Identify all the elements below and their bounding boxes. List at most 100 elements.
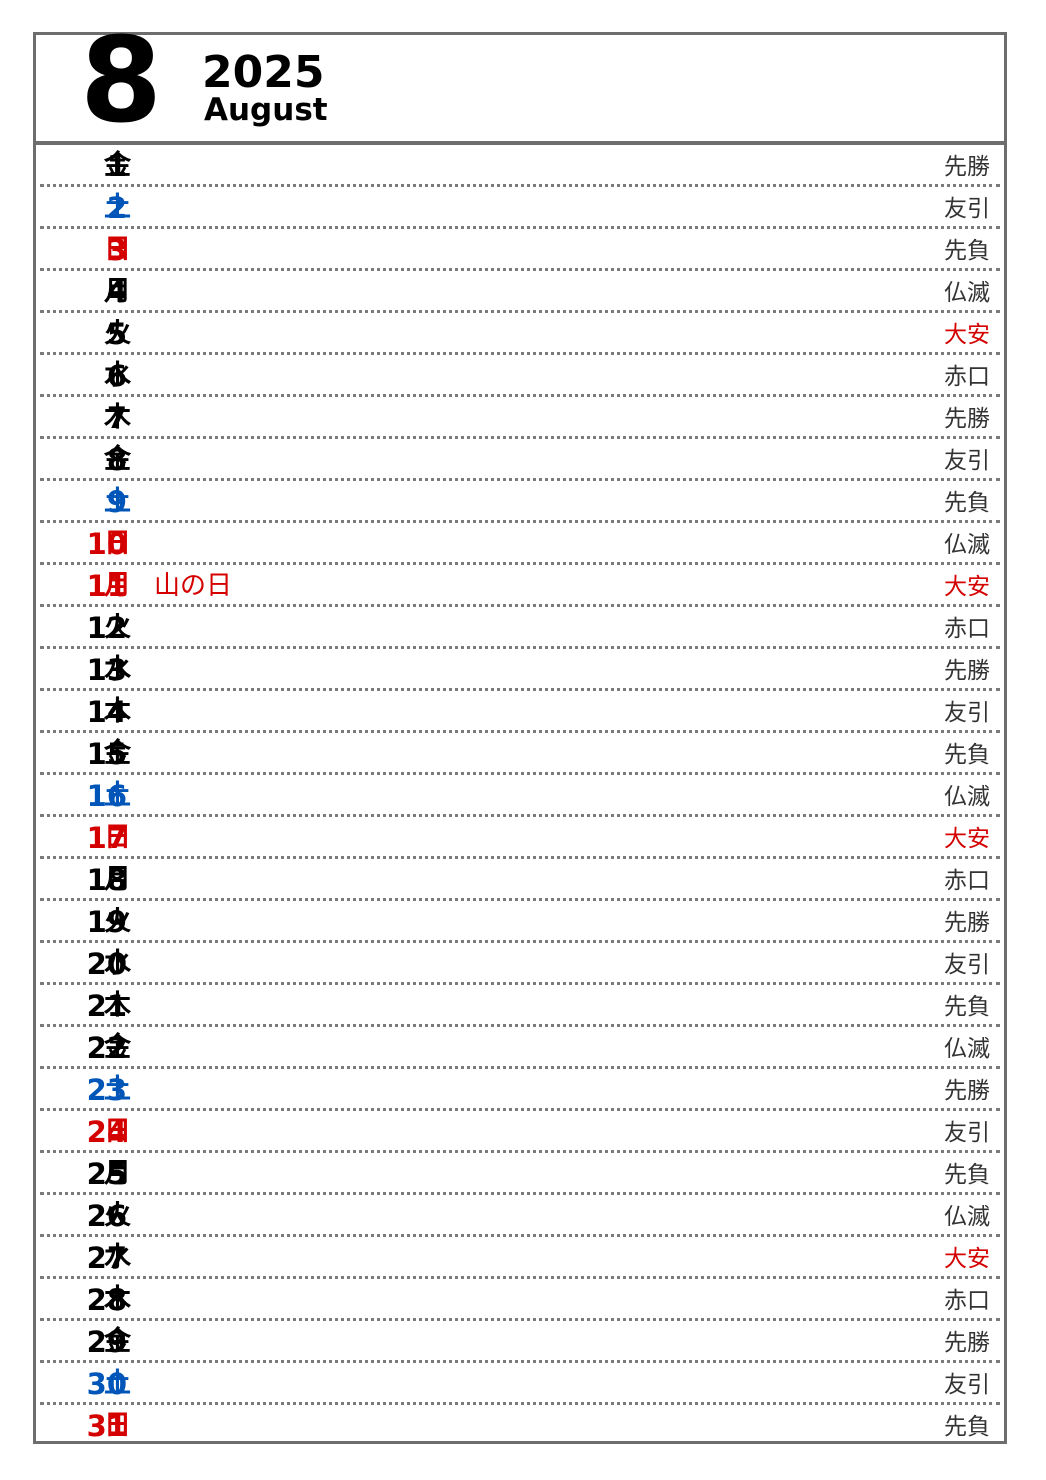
day-row: 7 木 先勝 xyxy=(40,397,1000,439)
rokuyo-label: 友引 xyxy=(944,448,990,474)
day-row: 19 火 先勝 xyxy=(40,901,1000,943)
rokuyo-label: 先勝 xyxy=(944,406,990,432)
weekday-label: 日 xyxy=(104,1410,131,1441)
day-number: 15 xyxy=(86,737,127,771)
day-row: 14 木 友引 xyxy=(40,691,1000,733)
day-number: 9 xyxy=(106,485,127,519)
day-number: 17 xyxy=(86,821,127,855)
day-row: 31 日 先負 xyxy=(40,1405,1000,1447)
rokuyo-label: 仏滅 xyxy=(944,1204,990,1230)
day-number: 12 xyxy=(86,611,127,645)
day-row: 21 木 先負 xyxy=(40,985,1000,1027)
rokuyo-label: 先勝 xyxy=(944,1078,990,1104)
weekday-label: 日 xyxy=(104,1116,131,1147)
weekday-label: 日 xyxy=(104,528,131,559)
weekday-label: 火 xyxy=(104,1200,131,1231)
day-row: 8 金 友引 xyxy=(40,439,1000,481)
rokuyo-label: 先負 xyxy=(944,490,990,516)
weekday-label: 金 xyxy=(104,444,131,475)
day-row: 13 水 先勝 xyxy=(40,649,1000,691)
calendar-header: 8 2025 August xyxy=(36,21,1004,145)
rokuyo-label: 先負 xyxy=(944,238,990,264)
rokuyo-label: 友引 xyxy=(944,700,990,726)
weekday-label: 水 xyxy=(104,1242,131,1273)
day-row: 4 月 仏滅 xyxy=(40,271,1000,313)
day-row: 12 火 赤口 xyxy=(40,607,1000,649)
day-row: 27 水 大安 xyxy=(40,1237,1000,1279)
day-number: 31 xyxy=(86,1409,127,1443)
day-row: 23 土 先勝 xyxy=(40,1069,1000,1111)
day-number: 21 xyxy=(86,989,127,1023)
day-row: 26 火 仏滅 xyxy=(40,1195,1000,1237)
day-row: 29 金 先勝 xyxy=(40,1321,1000,1363)
weekday-label: 日 xyxy=(104,822,131,853)
day-number: 30 xyxy=(86,1367,127,1401)
day-row: 30 土 友引 xyxy=(40,1363,1000,1405)
weekday-label: 土 xyxy=(104,1074,131,1105)
day-number: 13 xyxy=(86,653,127,687)
weekday-label: 日 xyxy=(104,234,131,265)
day-number: 7 xyxy=(106,401,127,435)
day-number: 28 xyxy=(86,1283,127,1317)
rokuyo-label: 大安 xyxy=(944,1246,990,1272)
month-number: 8 xyxy=(80,11,163,149)
weekday-label: 木 xyxy=(104,1284,131,1315)
rokuyo-label: 先勝 xyxy=(944,658,990,684)
day-row: 10 日 仏滅 xyxy=(40,523,1000,565)
weekday-label: 土 xyxy=(104,486,131,517)
day-row: 9 土 先負 xyxy=(40,481,1000,523)
weekday-label: 水 xyxy=(104,948,131,979)
day-number: 24 xyxy=(86,1115,127,1149)
rokuyo-label: 赤口 xyxy=(944,868,990,894)
rokuyo-label: 先負 xyxy=(944,742,990,768)
day-number: 23 xyxy=(86,1073,127,1107)
rokuyo-label: 赤口 xyxy=(944,1288,990,1314)
day-number: 11 xyxy=(86,569,127,603)
day-row: 11 月山の日 大安 xyxy=(40,565,1000,607)
rokuyo-label: 先勝 xyxy=(944,1330,990,1356)
day-row: 3 日 先負 xyxy=(40,229,1000,271)
day-number: 5 xyxy=(106,317,127,351)
day-row: 25 月 先負 xyxy=(40,1153,1000,1195)
rokuyo-label: 赤口 xyxy=(944,364,990,390)
day-number: 18 xyxy=(86,863,127,897)
rokuyo-label: 友引 xyxy=(944,1372,990,1398)
weekday-label: 月 xyxy=(104,864,131,895)
weekday-label: 金 xyxy=(104,1326,131,1357)
rokuyo-label: 先負 xyxy=(944,1162,990,1188)
day-number: 16 xyxy=(86,779,127,813)
rokuyo-label: 大安 xyxy=(944,574,990,600)
day-row: 6 水 赤口 xyxy=(40,355,1000,397)
day-number: 25 xyxy=(86,1157,127,1191)
day-row: 2 土 友引 xyxy=(40,187,1000,229)
weekday-label: 土 xyxy=(104,780,131,811)
day-row: 28 木 赤口 xyxy=(40,1279,1000,1321)
calendar-frame: 8 2025 August 1 金先勝 2 土友引 3 日先負 4 月仏滅 5 火大安 6 水赤口 7 木… xyxy=(33,21,1007,1447)
rokuyo-label: 先勝 xyxy=(944,154,990,180)
rokuyo-label: 先負 xyxy=(944,994,990,1020)
rokuyo-label: 仏滅 xyxy=(944,1036,990,1062)
day-number: 20 xyxy=(86,947,127,981)
day-row: 24 日 友引 xyxy=(40,1111,1000,1153)
weekday-label: 火 xyxy=(104,612,131,643)
day-number: 19 xyxy=(86,905,127,939)
rokuyo-label: 友引 xyxy=(944,1120,990,1146)
day-number: 4 xyxy=(106,275,127,309)
rokuyo-label: 大安 xyxy=(944,826,990,852)
weekday-label: 木 xyxy=(104,402,131,433)
holiday-name: 山の日 xyxy=(154,571,233,601)
rokuyo-label: 友引 xyxy=(944,196,990,222)
day-number: 1 xyxy=(106,149,127,183)
day-number: 6 xyxy=(106,359,127,393)
day-row: 16 土 仏滅 xyxy=(40,775,1000,817)
day-number: 22 xyxy=(86,1031,127,1065)
rokuyo-label: 仏滅 xyxy=(944,280,990,306)
weekday-label: 金 xyxy=(104,738,131,769)
weekday-label: 土 xyxy=(104,1368,131,1399)
day-number: 8 xyxy=(106,443,127,477)
day-list: 1 金先勝 2 土友引 3 日先負 4 月仏滅 5 火大安 6 水赤口 7 木先勝 8 金友引 9 土先負 10 日仏… xyxy=(36,145,1004,1447)
day-row: 15 金 先負 xyxy=(40,733,1000,775)
weekday-label: 火 xyxy=(104,318,131,349)
rokuyo-label: 大安 xyxy=(944,322,990,348)
rokuyo-label: 友引 xyxy=(944,952,990,978)
